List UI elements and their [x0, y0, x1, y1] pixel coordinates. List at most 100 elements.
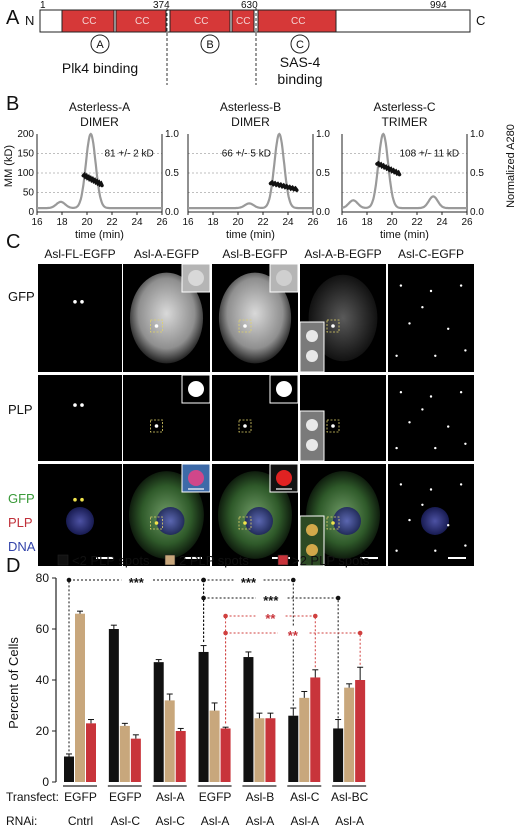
inset-spot: [276, 381, 292, 397]
zoom-inset: [299, 515, 325, 567]
a280-axis-label: Normalized A280: [505, 124, 517, 208]
gfp-row-label: GFP: [8, 289, 35, 304]
bar: [265, 718, 276, 782]
bracket-end: [357, 630, 363, 636]
y-left-tick-label: 50: [23, 188, 35, 199]
centriole-spot: [408, 518, 411, 522]
x-tick-label: 26: [307, 217, 319, 228]
micrograph-column-title: Asl-C-EGFP: [398, 247, 464, 261]
plot-title: Asterless-B: [220, 100, 281, 114]
molar-mass-annotation: 108 +/- 11 kD: [400, 149, 460, 160]
merge-dna-label: DNA: [8, 539, 36, 554]
nucleus: [156, 507, 185, 535]
transfect-label: Asl-C: [290, 790, 320, 804]
centriole-spot: [154, 424, 159, 428]
molar-mass-annotation: 81 +/- 2 kD: [105, 149, 154, 160]
molar-mass-trace: [375, 160, 402, 177]
centriole-spot: [421, 306, 424, 309]
region-c-circle: [290, 34, 310, 54]
plot-title: Asterless-A: [69, 100, 130, 114]
significance-bracket: ***: [201, 592, 341, 719]
inset-spot: [276, 270, 292, 286]
transfect-label: Asl-A: [156, 790, 185, 804]
zoom-inset: [299, 321, 325, 373]
inset-region-box: [150, 319, 163, 333]
centriole-spot: [399, 391, 403, 394]
centriole-spot: [395, 354, 398, 357]
micrograph: [212, 263, 299, 372]
region-a-letter: A: [96, 39, 104, 51]
a280-trace: [188, 132, 313, 210]
molar-mass-trace: [81, 171, 104, 188]
significance-label: ***: [241, 575, 257, 590]
panel-c: C Asl-FL-EGFP Asl-A-EGFP Asl-B-EGFP Asl-A-B…: [6, 231, 474, 567]
centriole-spot: [243, 521, 247, 525]
significance-bracket: ***: [66, 574, 206, 752]
y-right-tick-label: 0.0: [165, 207, 179, 218]
n-terminus-label: N: [25, 13, 34, 28]
y-right-tick-label: 0.5: [470, 168, 484, 179]
position-374: 374: [153, 0, 170, 11]
micrograph: [388, 375, 474, 461]
micrograph: [388, 464, 474, 566]
legend-swatch: [164, 554, 176, 566]
rnai-label: Asl-A: [201, 814, 230, 828]
bracket-end: [201, 595, 206, 601]
centriole-spot: [243, 424, 247, 428]
bar: [333, 728, 344, 782]
plot-oligomer-state: TRIMER: [382, 115, 428, 129]
centriole-spot: [464, 442, 467, 445]
bar: [64, 756, 74, 782]
bar: [164, 700, 175, 782]
y-right-tick-label: 1.0: [316, 129, 330, 140]
transfect-row-label: Transfect:: [6, 790, 59, 804]
centriole-spot: [447, 524, 450, 527]
rnai-label: Asl-A: [335, 814, 364, 828]
legend-swatch: [277, 554, 289, 566]
transfect-label: Asl-B: [246, 790, 275, 804]
inset-region-box: [150, 516, 163, 530]
inset-spot: [306, 350, 318, 362]
panel-a: A N C 1 374 630 994 CC CC CC CC CC A Plk…: [6, 0, 485, 87]
centriole-spot: [447, 327, 450, 330]
centriole-spot: [464, 544, 467, 547]
micrograph: [212, 374, 299, 461]
cc-label: CC: [291, 16, 305, 27]
c-terminus-label: C: [476, 13, 485, 28]
mm-axis-label: MM (kD): [3, 145, 15, 187]
y-right-tick-label: 1.0: [165, 129, 179, 140]
x-tick-label: 24: [436, 217, 448, 228]
panel-d-label: D: [6, 555, 20, 577]
centriole-spot: [331, 521, 335, 525]
inset-spot: [188, 470, 204, 486]
micrograph-background: [388, 375, 474, 461]
bar: [254, 718, 265, 782]
micrograph: [299, 264, 386, 373]
molar-mass-trace: [268, 179, 299, 192]
plot-oligomer-state: DIMER: [80, 115, 119, 129]
micrograph: [299, 375, 386, 462]
x-tick-label: 22: [411, 217, 423, 228]
cc-domain-3: [169, 9, 231, 33]
bar: [198, 651, 209, 782]
bracket-end: [312, 613, 318, 619]
x-tick-label: 16: [182, 217, 194, 228]
y-left-tick-label: 0: [28, 207, 34, 218]
legend-swatch: [57, 554, 69, 566]
centriole-spot: [73, 497, 77, 502]
bracket-end: [290, 577, 296, 583]
centriole-spot: [80, 300, 84, 304]
position-994: 994: [430, 0, 447, 11]
plot-title: Asterless-C: [373, 100, 435, 114]
inset-spot: [188, 381, 204, 397]
bar-chart: 0 20 40 60 80 EGFP Cntrl EGFP Asl-C Asl-A Asl-C EGF…: [36, 571, 369, 828]
centriole-spot: [331, 324, 335, 328]
bar: [75, 613, 85, 782]
cc-domain-4: [231, 9, 255, 33]
micrograph: [38, 264, 122, 372]
bar: [119, 725, 130, 782]
y-right-tick-label: 0.5: [165, 168, 179, 179]
centriole-spot: [408, 322, 411, 325]
